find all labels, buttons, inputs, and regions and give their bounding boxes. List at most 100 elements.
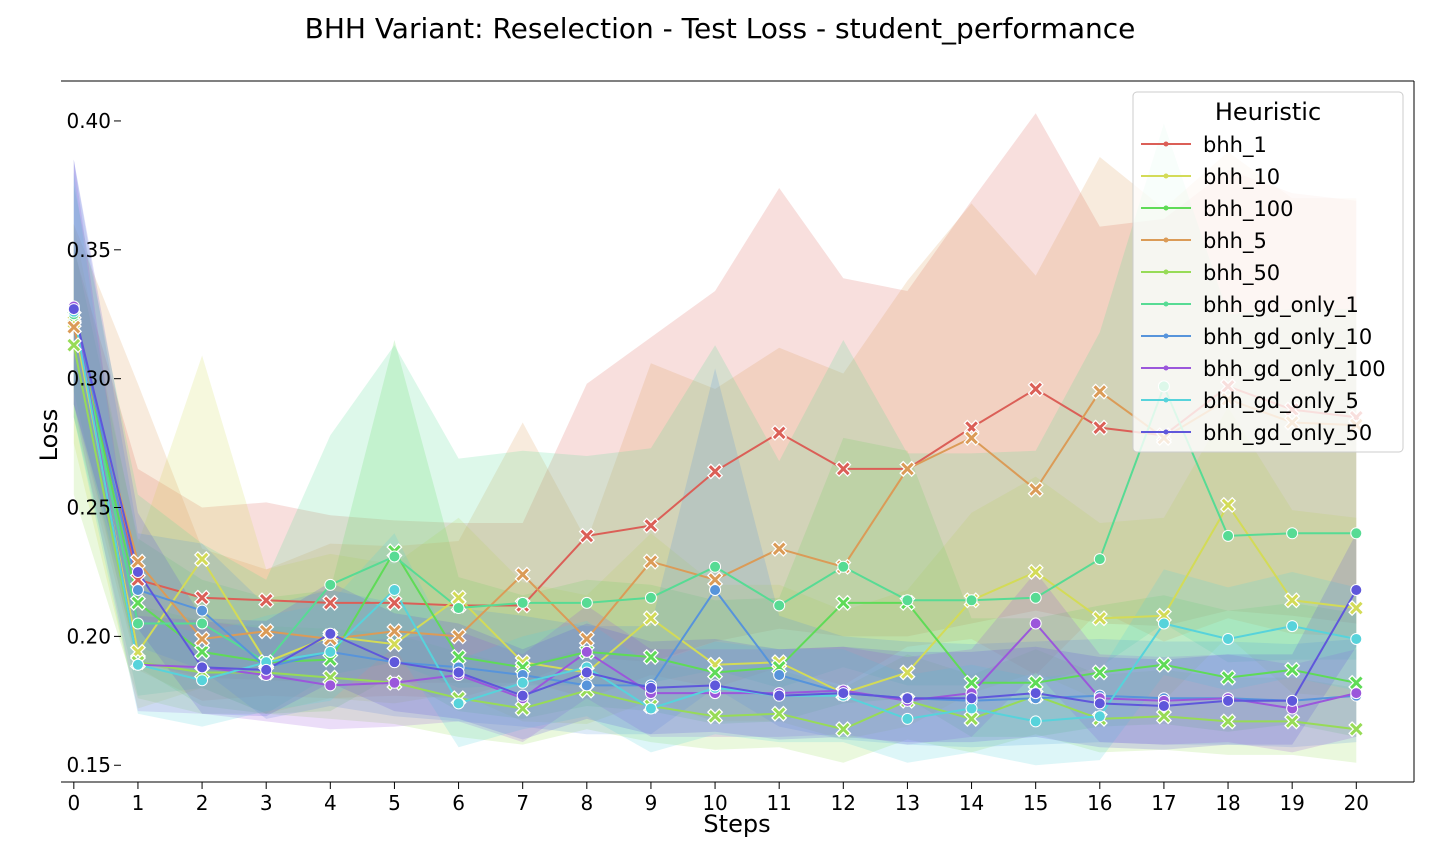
point-bhh-5-16 (1091, 383, 1108, 400)
point-bhh-gd-only-1-12 (837, 560, 850, 573)
x-tick-label-19: 19 (1279, 791, 1304, 815)
point-bhh-100-10 (706, 664, 724, 681)
legend-label-bhh-gd-only-50: bhh_gd_only_50 (1203, 421, 1372, 446)
data-points (65, 300, 1365, 738)
point-bhh-gd-only-50-7 (516, 689, 529, 702)
point-bhh-gd-only-5-7 (516, 676, 529, 689)
band-bhh-gd-only-100 (73, 159, 1357, 753)
point-bhh-100-2 (193, 643, 211, 660)
point-bhh-5-10 (706, 571, 724, 588)
point-bhh-gd-only-5-18 (1222, 632, 1235, 645)
point-bhh-gd-only-1-7 (516, 596, 529, 609)
point-bhh-gd-only-1-20 (1350, 527, 1363, 540)
point-bhh-1-5 (386, 594, 403, 611)
legend-label-bhh-gd-only-100: bhh_gd_only_100 (1203, 357, 1386, 382)
point-bhh-gd-only-5-15 (1029, 715, 1042, 728)
legend-marker-bhh-1 (1163, 141, 1169, 147)
x-tick-label-3: 3 (260, 791, 273, 815)
x-tick-label-4: 4 (324, 791, 337, 815)
legend-label-bhh-100: bhh_100 (1203, 197, 1294, 222)
point-bhh-5-15 (1027, 481, 1044, 498)
legend-item-bhh-100: bhh_100 (1141, 197, 1294, 222)
x-tick-label-7: 7 (516, 791, 529, 815)
legend-marker-bhh-100 (1163, 205, 1169, 211)
point-bhh-10-1 (129, 643, 147, 660)
point-bhh-100-14 (963, 674, 980, 691)
point-bhh-10-6 (450, 589, 467, 606)
confidence-bands (73, 113, 1357, 766)
point-bhh-gd-only-1-16 (1093, 553, 1106, 566)
legend-marker-bhh-5 (1163, 237, 1169, 243)
point-bhh-gd-only-1-6 (452, 602, 465, 615)
y-tick-label-0: 0.15 (66, 753, 111, 777)
band-bhh-gd-only-10 (73, 159, 1357, 748)
point-bhh-gd-only-5-20 (1350, 632, 1363, 645)
point-bhh-gd-only-50-16 (1093, 697, 1106, 710)
x-tick-label-0: 0 (67, 791, 80, 815)
point-bhh-10-5 (386, 636, 403, 653)
point-bhh-gd-only-50-6 (452, 666, 465, 679)
point-bhh-gd-only-5-6 (452, 697, 465, 710)
point-bhh-gd-only-50-11 (773, 689, 786, 702)
point-bhh-5-1 (129, 553, 147, 570)
legend-label-bhh-10: bhh_10 (1203, 165, 1280, 190)
point-bhh-10-16 (1091, 610, 1108, 627)
point-bhh-gd-only-5-2 (196, 674, 209, 687)
point-bhh-50-17 (1155, 708, 1173, 725)
point-bhh-gd-only-50-20 (1350, 583, 1363, 596)
point-bhh-gd-only-50-14 (965, 692, 978, 705)
y-tick-label-5: 0.40 (66, 109, 111, 133)
point-bhh-1-14 (963, 419, 980, 436)
legend-item-bhh-gd-only-50: bhh_gd_only_50 (1141, 421, 1372, 446)
point-bhh-gd-only-100-15 (1029, 617, 1042, 630)
point-bhh-gd-only-10-1 (131, 583, 144, 596)
point-bhh-gd-only-50-13 (901, 692, 914, 705)
point-bhh-1-16 (1091, 419, 1108, 436)
point-bhh-100-18 (1219, 669, 1237, 686)
point-bhh-50-19 (1284, 713, 1301, 730)
point-bhh-5-3 (258, 623, 275, 640)
x-tick-label-15: 15 (1023, 791, 1048, 815)
legend-item-bhh-1: bhh_1 (1141, 133, 1267, 158)
point-bhh-5-9 (642, 553, 660, 570)
point-bhh-50-0 (65, 337, 82, 354)
legend-label-bhh-gd-only-10: bhh_gd_only_10 (1203, 325, 1372, 350)
point-bhh-gd-only-1-8 (580, 596, 593, 609)
point-bhh-5-0 (65, 319, 82, 336)
x-tick-label-11: 11 (766, 791, 791, 815)
x-tick-label-6: 6 (452, 791, 465, 815)
point-bhh-100-20 (1348, 674, 1365, 691)
point-bhh-gd-only-50-1 (131, 565, 144, 578)
band-bhh-10 (73, 224, 1357, 740)
point-bhh-1-2 (193, 589, 211, 606)
legend-item-bhh-50: bhh_50 (1141, 261, 1280, 286)
point-bhh-1-9 (642, 517, 660, 534)
point-bhh-gd-only-50-8 (580, 666, 593, 679)
point-bhh-100-1 (129, 594, 147, 611)
x-tick-label-8: 8 (580, 791, 593, 815)
point-bhh-gd-only-1-2 (196, 617, 209, 630)
point-bhh-100-15 (1027, 674, 1044, 691)
point-bhh-10-9 (642, 610, 660, 627)
band-bhh-gd-only-5 (73, 172, 1357, 766)
legend-title: Heuristic (1215, 98, 1321, 126)
point-bhh-gd-only-5-9 (644, 702, 657, 715)
point-bhh-1-4 (322, 594, 339, 611)
band-bhh-gd-only-1 (73, 123, 1357, 714)
legend-item-bhh-gd-only-10: bhh_gd_only_10 (1141, 325, 1372, 350)
point-bhh-50-14 (963, 710, 980, 727)
point-bhh-10-15 (1027, 563, 1044, 581)
point-bhh-gd-only-50-17 (1157, 699, 1170, 712)
legend-marker-bhh-10 (1163, 173, 1169, 179)
x-tick-label-5: 5 (388, 791, 401, 815)
x-tick-label-2: 2 (196, 791, 209, 815)
point-bhh-gd-only-50-3 (260, 663, 273, 676)
point-bhh-50-12 (835, 721, 852, 738)
point-bhh-1-12 (835, 460, 852, 477)
point-bhh-gd-only-10-11 (773, 669, 786, 682)
point-bhh-gd-only-100-4 (324, 679, 337, 692)
point-bhh-5-14 (963, 429, 980, 447)
point-bhh-gd-only-5-5 (388, 583, 401, 596)
